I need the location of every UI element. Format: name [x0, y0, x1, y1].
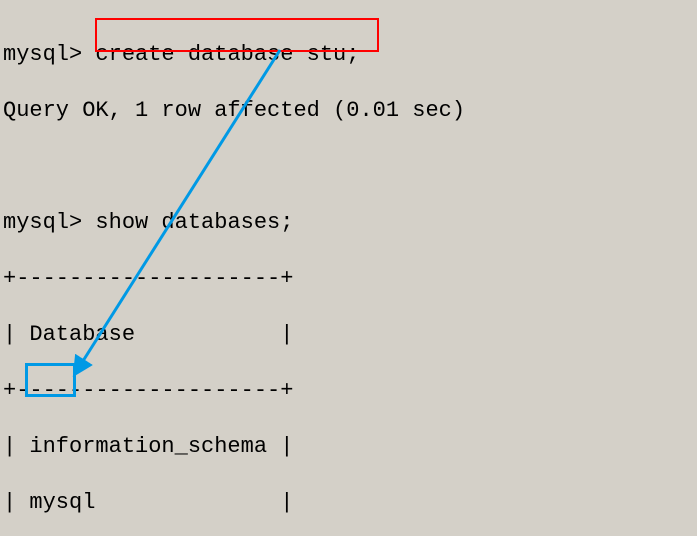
sql-command-create: create database stu;: [95, 42, 359, 67]
mysql-prompt: mysql>: [3, 210, 95, 235]
table-row: | information_schema |: [3, 433, 694, 461]
sql-command-show: show databases;: [95, 210, 293, 235]
table-row: | mysql |: [3, 489, 694, 517]
table-border: +--------------------+: [3, 265, 694, 293]
table-border: +--------------------+: [3, 377, 694, 405]
terminal-screen: mysql> create database stu; Query OK, 1 …: [3, 13, 694, 533]
table-header: | Database |: [3, 321, 694, 349]
mysql-prompt: mysql>: [3, 42, 95, 67]
terminal-line: Query OK, 1 row affected (0.01 sec): [3, 97, 694, 125]
terminal-line: mysql> show databases;: [3, 209, 694, 237]
terminal-blank-line: [3, 153, 694, 181]
terminal-line: mysql> create database stu;: [3, 41, 694, 69]
